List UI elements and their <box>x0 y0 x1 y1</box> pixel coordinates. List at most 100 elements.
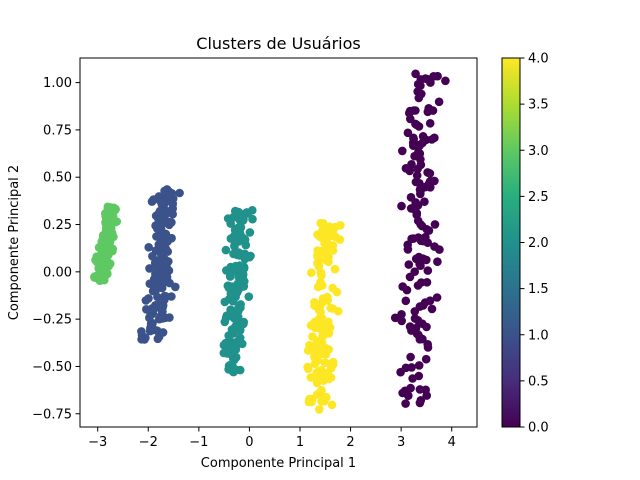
scatter-point-cluster-3 <box>103 228 113 237</box>
scatter-point-cluster-4 <box>329 357 338 367</box>
colorbar-ticks: 0.0 0.5 1.0 1.5 2.0 2.5 3.0 3.5 4.0 <box>520 52 549 436</box>
scatter-point-cluster-0 <box>427 135 437 144</box>
scatter-point-cluster-3 <box>97 267 106 276</box>
scatter-point-cluster-2 <box>232 232 242 242</box>
x-tick-label: −2 <box>139 435 158 450</box>
scatter-point-cluster-1 <box>148 251 157 261</box>
colorbar-tick-label: 1.5 <box>528 282 549 297</box>
y-tick-label: 0.75 <box>43 123 72 138</box>
scatter-point-cluster-4 <box>318 391 327 401</box>
scatter-point-cluster-2 <box>228 296 238 306</box>
colorbar-tick-label: 0.5 <box>528 374 549 389</box>
scatter-point-cluster-1 <box>171 282 180 292</box>
scatter-point-cluster-0 <box>398 146 407 156</box>
scatter-point-cluster-2 <box>240 254 250 264</box>
scatter-point-cluster-4 <box>313 251 322 261</box>
scatter-point-cluster-4 <box>303 362 312 372</box>
scatter-point-cluster-1 <box>164 266 174 275</box>
y-tick-label: 0.25 <box>43 218 72 233</box>
scatter-point-cluster-1 <box>157 199 167 209</box>
scatter-point-cluster-0 <box>405 272 415 282</box>
scatter-point-cluster-4 <box>321 294 330 304</box>
scatter-point-cluster-1 <box>156 249 166 259</box>
x-tick-label: 4 <box>448 435 456 450</box>
scatter-point-cluster-1 <box>153 292 162 302</box>
scatter-point-cluster-4 <box>314 262 324 271</box>
scatter-point-cluster-0 <box>402 285 412 295</box>
scatter-point-cluster-0 <box>424 226 434 235</box>
scatter-point-cluster-1 <box>160 186 169 196</box>
scatter-point-cluster-4 <box>319 324 329 334</box>
y-tick-label: −0.50 <box>32 360 72 375</box>
scatter-point-cluster-2 <box>245 228 255 237</box>
y-tick-label: −0.75 <box>32 407 72 422</box>
scatter-point-cluster-0 <box>433 257 442 267</box>
scatter-point-cluster-0 <box>423 168 432 177</box>
scatter-point-cluster-4 <box>317 313 327 323</box>
scatter-point-cluster-4 <box>310 298 319 307</box>
scatter-point-cluster-0 <box>417 278 426 287</box>
y-tick-label: 0.00 <box>43 265 72 280</box>
scatter-point-cluster-3 <box>92 252 101 261</box>
scatter-point-cluster-4 <box>317 338 327 347</box>
scatter-point-cluster-0 <box>423 340 433 349</box>
scatter-point-cluster-0 <box>414 122 424 131</box>
scatter-point-cluster-4 <box>330 222 340 232</box>
scatter-point-cluster-1 <box>158 307 167 317</box>
scatter-point-cluster-0 <box>416 396 426 405</box>
scatter-point-cluster-2 <box>221 338 230 348</box>
scatter-point-cluster-4 <box>318 331 328 340</box>
scatter-point-cluster-2 <box>224 283 234 293</box>
scatter-point-cluster-1 <box>145 313 154 323</box>
scatter-point-cluster-0 <box>411 177 421 187</box>
colorbar-tick-label: 2.5 <box>528 190 549 205</box>
scatter-point-cluster-2 <box>230 314 240 324</box>
scatter-point-cluster-1 <box>154 314 164 324</box>
scatter-point-cluster-1 <box>153 334 163 344</box>
x-tick-label: 3 <box>397 435 405 450</box>
scatter-point-cluster-4 <box>312 348 321 358</box>
y-tick-label: 1.00 <box>43 76 72 91</box>
scatter-point-cluster-0 <box>409 141 418 150</box>
scatter-point-cluster-0 <box>397 201 406 211</box>
scatter-point-cluster-2 <box>248 214 257 224</box>
scatter-point-cluster-0 <box>429 72 438 81</box>
scatter-point-cluster-3 <box>90 273 99 282</box>
scatter-point-cluster-3 <box>109 203 119 213</box>
scatter-point-cluster-2 <box>221 245 231 255</box>
scatter-point-cluster-2 <box>239 263 249 272</box>
scatter-point-cluster-0 <box>421 354 431 364</box>
scatter-point-cluster-0 <box>415 302 425 311</box>
scatter-point-cluster-4 <box>320 232 330 242</box>
scatter-point-cluster-2 <box>220 297 230 307</box>
scatter-point-cluster-0 <box>403 245 413 254</box>
colorbar <box>501 57 521 428</box>
scatter-point-cluster-0 <box>416 189 425 199</box>
scatter-point-cluster-0 <box>413 79 423 89</box>
scatter-point-cluster-0 <box>415 385 425 394</box>
scatter-point-cluster-1 <box>151 285 161 295</box>
scatter-point-cluster-4 <box>325 323 335 332</box>
scatter-point-cluster-1 <box>148 304 157 313</box>
plot-frame <box>79 57 478 428</box>
scatter-point-cluster-1 <box>144 243 153 252</box>
scatter-point-cluster-4 <box>322 251 332 261</box>
scatter-point-cluster-0 <box>411 69 420 79</box>
scatter-point-cluster-0 <box>435 245 444 254</box>
scatter-point-cluster-0 <box>412 171 422 180</box>
scatter-point-cluster-1 <box>141 296 151 305</box>
scatter-point-cluster-2 <box>226 219 235 228</box>
scatter-point-cluster-4 <box>326 373 336 382</box>
scatter-point-cluster-0 <box>410 151 419 161</box>
scatter-point-cluster-0 <box>411 323 421 333</box>
scatter-point-cluster-0 <box>432 293 442 302</box>
scatter-point-cluster-4 <box>312 378 322 388</box>
scatter-point-cluster-0 <box>410 314 420 323</box>
colorbar-tick-label: 4.0 <box>528 52 549 67</box>
scatter-point-cluster-0 <box>401 164 411 173</box>
scatter-point-cluster-0 <box>418 132 428 141</box>
scatter-point-cluster-1 <box>137 335 146 344</box>
scatter-point-cluster-4 <box>327 243 337 252</box>
scatter-point-cluster-0 <box>397 310 406 319</box>
